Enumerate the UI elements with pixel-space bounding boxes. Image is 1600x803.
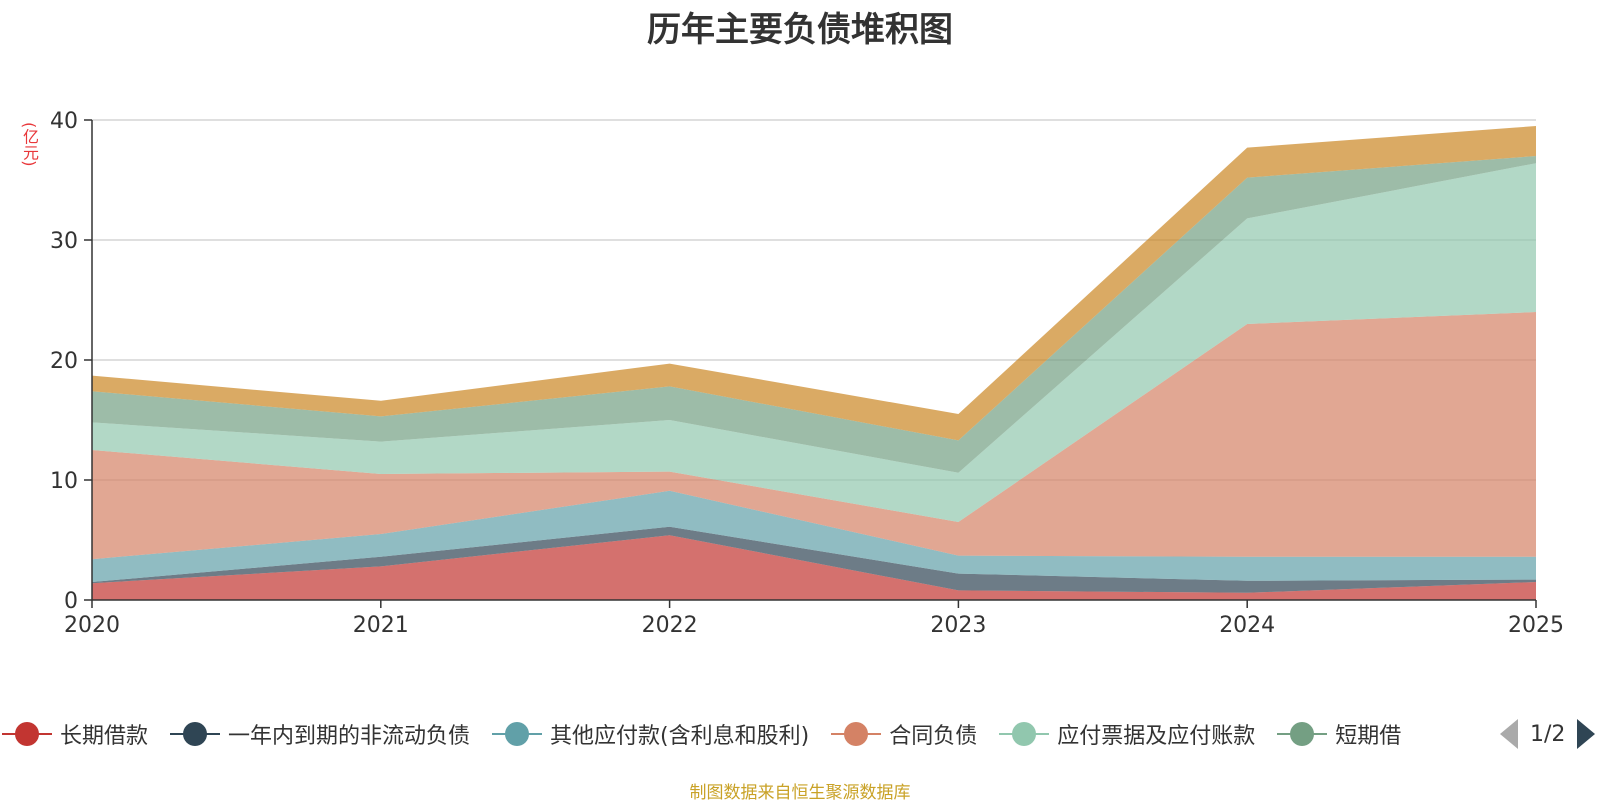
y-tick-label-40: 40 — [50, 109, 78, 134]
legend-label: 应付票据及应付账款 — [1057, 724, 1256, 749]
y-tick-label-0: 0 — [64, 589, 78, 614]
x-tick-label-2022: 2022 — [642, 613, 698, 638]
legend-label: 合同负债 — [889, 724, 978, 749]
area-series-3 — [92, 312, 1536, 560]
data-source-note: 制图数据来自恒生聚源数据库 — [689, 783, 911, 803]
legend-swatch-icon — [831, 722, 882, 746]
legend-pager: 1/2 — [1500, 718, 1596, 750]
legend-item-2[interactable]: 其他应付款(含利息和股利) — [492, 712, 809, 756]
area-series-4 — [92, 163, 1536, 522]
x-tick-label-2025: 2025 — [1508, 613, 1564, 638]
legend-label: 长期借款 — [60, 724, 149, 749]
legend-swatch-icon — [170, 722, 221, 746]
x-tick-label-2021: 2021 — [353, 613, 409, 638]
area-series-5 — [92, 156, 1536, 473]
legend-label: 短期借 — [1335, 724, 1402, 749]
x-tick-label-2024: 2024 — [1219, 613, 1275, 638]
legend-swatch-icon — [999, 722, 1050, 746]
legend-prev-page-icon[interactable] — [1500, 719, 1518, 749]
legend-item-1[interactable]: 一年内到期的非流动负债 — [170, 712, 470, 756]
area-series-1 — [92, 526, 1536, 593]
legend-item-3[interactable]: 合同负债 — [831, 712, 977, 756]
legend-label: 一年内到期的非流动负债 — [228, 724, 471, 749]
legend-swatch-icon — [1277, 722, 1328, 746]
y-axis-unit-label: (亿元) — [20, 122, 39, 167]
legend-items: 长期借款 一年内到期的非流动负债 其他应付款(含利息和股利) 合同负债 应付票据及应付账… — [0, 712, 1480, 756]
legend-label: 其他应付款(含利息和股利) — [550, 724, 810, 749]
area-series-2 — [92, 490, 1536, 582]
x-tick-label-2023: 2023 — [930, 613, 986, 638]
chart-title: 历年主要负债堆积图 — [647, 10, 953, 50]
y-tick-label-10: 10 — [50, 469, 78, 494]
y-tick-label-20: 20 — [50, 349, 78, 374]
legend-page-indicator: 1/2 — [1530, 721, 1566, 747]
legend: 长期借款 一年内到期的非流动负债 其他应付款(含利息和股利) 合同负债 应付票据及应付账… — [0, 712, 1600, 756]
legend-swatch-icon — [2, 722, 52, 746]
area-series-0 — [92, 535, 1536, 600]
legend-item-0[interactable]: 长期借款 — [2, 712, 148, 756]
legend-next-page-icon[interactable] — [1577, 719, 1596, 749]
x-tick-label-2020: 2020 — [64, 613, 120, 638]
legend-item-5[interactable]: 短期借 — [1277, 712, 1401, 756]
y-tick-label-30: 30 — [50, 229, 78, 254]
legend-item-4[interactable]: 应付票据及应付账款 — [999, 712, 1255, 756]
legend-swatch-icon — [492, 722, 543, 746]
area-series-6 — [92, 126, 1536, 441]
